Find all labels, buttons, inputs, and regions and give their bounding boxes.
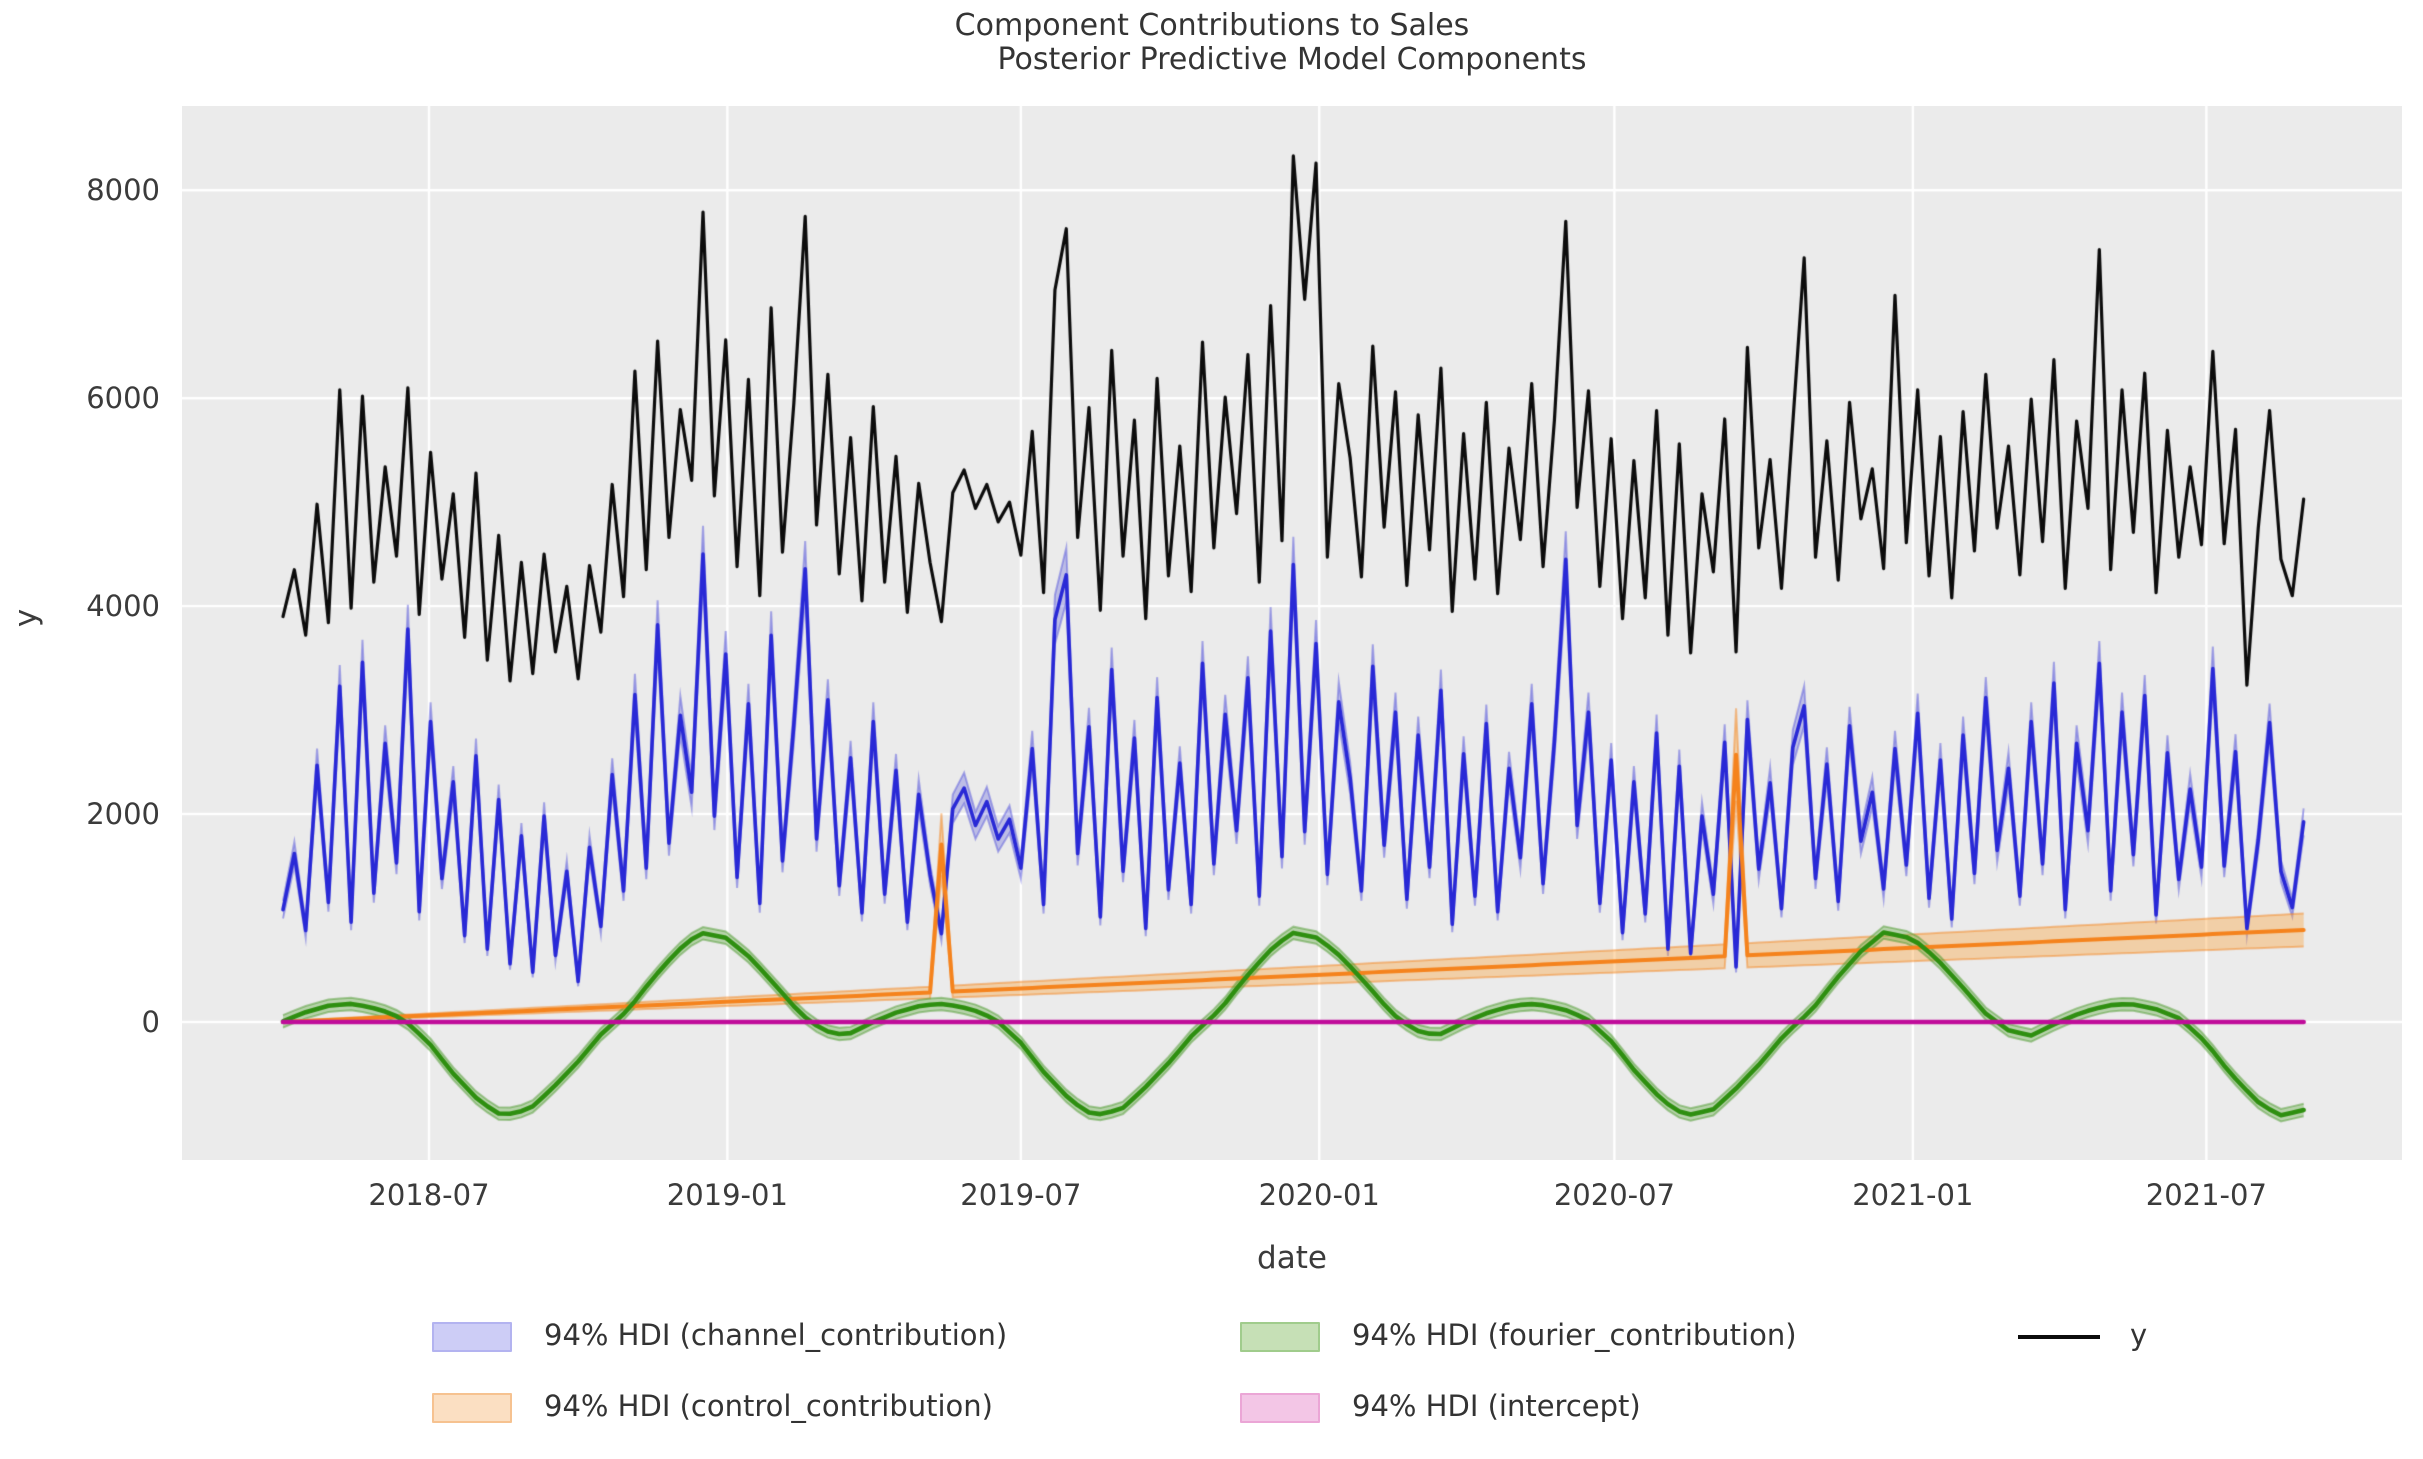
x-tick-label: 2020-07	[1553, 1178, 1676, 1212]
legend-label: y	[2130, 1318, 2148, 1352]
chart-axes-title: Posterior Predictive Model Components	[997, 42, 1587, 77]
x-tick-label: 2021-01	[1852, 1178, 1974, 1212]
plot-canvas	[182, 106, 2402, 1160]
x-tick-label: 2018-07	[368, 1178, 490, 1212]
chart-suptitle: Component Contributions to Sales	[954, 8, 1470, 43]
y-tick-label: 4000	[86, 589, 160, 624]
legend-label: 94% HDI (fourier_contribution)	[1352, 1318, 1797, 1352]
legend: 94% HDI (channel_contribution) 94% HDI (c…	[0, 1310, 2423, 1459]
legend-label: 94% HDI (intercept)	[1352, 1389, 1641, 1423]
legend-patch-icon	[1240, 1322, 1320, 1352]
legend-patch-icon	[432, 1393, 512, 1423]
x-tick-label: 2021-07	[2145, 1178, 2267, 1212]
y-axis-label: y	[8, 608, 44, 628]
legend-line-icon	[2018, 1335, 2100, 1339]
y-tick-label: 6000	[86, 381, 160, 416]
legend-patch-icon	[1240, 1393, 1320, 1423]
x-axis-label: date	[1257, 1240, 1327, 1276]
x-tick-label: 2020-01	[1258, 1178, 1380, 1212]
x-tick-label: 2019-01	[666, 1178, 788, 1212]
legend-label: 94% HDI (channel_contribution)	[544, 1318, 1008, 1352]
legend-label: 94% HDI (control_contribution)	[544, 1389, 993, 1423]
legend-patch-icon	[432, 1322, 512, 1352]
plot-area	[182, 106, 2402, 1160]
y-tick-label: 0	[141, 1005, 160, 1039]
y-tick-label: 2000	[86, 797, 160, 832]
y-tick-label: 8000	[86, 173, 160, 208]
x-tick-label: 2019-07	[960, 1178, 1082, 1212]
